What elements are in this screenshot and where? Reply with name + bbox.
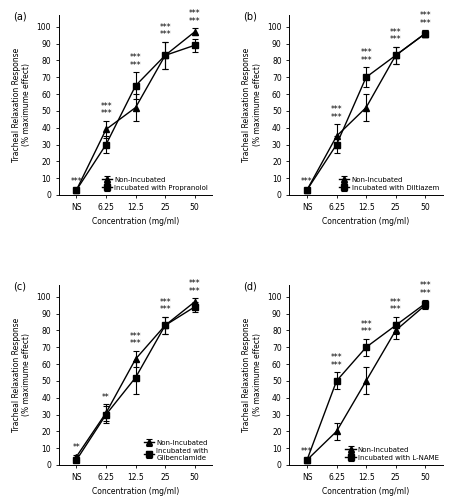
Text: ***: *** (300, 176, 312, 186)
Text: ***: *** (129, 339, 141, 348)
Legend: Non-Incubated, Incubated with L-NAME: Non-Incubated, Incubated with L-NAME (342, 444, 441, 464)
Text: ***: *** (359, 320, 371, 328)
Text: ***: *** (330, 354, 341, 362)
Text: ***: *** (189, 287, 200, 296)
Text: ***: *** (159, 30, 170, 40)
Text: ***: *** (100, 102, 111, 111)
Y-axis label: Tracheal Relaxation Response
(% maximume effect): Tracheal Relaxation Response (% maximume… (242, 48, 261, 162)
Text: ***: *** (189, 17, 200, 26)
Y-axis label: Tracheal Relaxation Response
(% maximume effect): Tracheal Relaxation Response (% maximume… (12, 48, 31, 162)
Text: ***: *** (129, 332, 141, 340)
X-axis label: Concentration (mg/ml): Concentration (mg/ml) (92, 487, 179, 496)
Y-axis label: Tracheal Relaxation Response
(% maximume effect): Tracheal Relaxation Response (% maximume… (12, 318, 31, 432)
Text: ***: *** (419, 18, 430, 28)
Text: ***: *** (330, 113, 341, 122)
Text: ***: *** (189, 10, 200, 18)
Text: (b): (b) (243, 12, 257, 22)
Text: ***: *** (389, 36, 400, 44)
Text: ***: *** (159, 306, 170, 314)
Text: ***: *** (359, 56, 371, 64)
Text: ***: *** (159, 298, 170, 307)
Text: (c): (c) (13, 282, 26, 292)
X-axis label: Concentration (mg/ml): Concentration (mg/ml) (322, 487, 409, 496)
Text: ***: *** (129, 53, 141, 62)
Legend: Non-Incubated, Incubated with Diltiazem: Non-Incubated, Incubated with Diltiazem (336, 174, 441, 194)
Text: ***: *** (389, 306, 400, 314)
Text: **: ** (102, 393, 110, 402)
Text: ***: *** (359, 48, 371, 57)
Text: ***: *** (389, 298, 400, 307)
Text: ***: *** (300, 446, 312, 456)
Y-axis label: Tracheal Relaxation Response
(% maximume effect): Tracheal Relaxation Response (% maximume… (242, 318, 261, 432)
Text: (d): (d) (243, 282, 256, 292)
Text: ***: *** (419, 281, 430, 290)
Text: ***: *** (189, 280, 200, 288)
Text: ***: *** (159, 23, 170, 32)
Text: ***: *** (330, 361, 341, 370)
Text: ***: *** (100, 110, 111, 118)
Text: ***: *** (419, 11, 430, 20)
X-axis label: Concentration (mg/ml): Concentration (mg/ml) (92, 217, 179, 226)
Text: ***: *** (359, 328, 371, 336)
Legend: Non-Incubated, Incubated with Propranolol: Non-Incubated, Incubated with Propranolo… (99, 174, 211, 194)
Text: ***: *** (129, 60, 141, 70)
Text: **: ** (73, 444, 80, 452)
Text: (a): (a) (13, 12, 26, 22)
Text: ***: *** (70, 176, 82, 186)
Text: ***: *** (419, 288, 430, 298)
X-axis label: Concentration (mg/ml): Concentration (mg/ml) (322, 217, 409, 226)
Text: ***: *** (330, 106, 341, 114)
Text: ***: *** (389, 28, 400, 37)
Legend: Non-Incubated, Incubated with
Glibenclamide: Non-Incubated, Incubated with Glibenclam… (141, 437, 211, 464)
